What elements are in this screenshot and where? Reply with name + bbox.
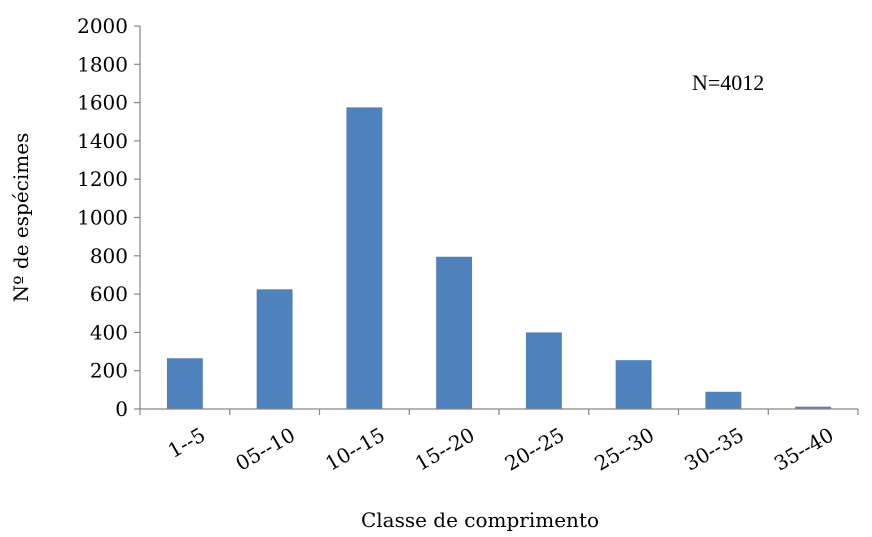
bar-35--40 bbox=[795, 406, 832, 409]
bars-group bbox=[166, 107, 832, 409]
y-tick-label: 800 bbox=[90, 244, 128, 268]
y-tick-label: 2000 bbox=[77, 14, 128, 38]
bar-15--20 bbox=[436, 256, 473, 409]
x-tick-label: 1--5 bbox=[164, 423, 210, 463]
y-tick-label: 400 bbox=[90, 320, 128, 344]
y-tick-label: 600 bbox=[90, 282, 128, 306]
y-tick-label: 0 bbox=[115, 397, 128, 421]
bar-30--35 bbox=[705, 391, 742, 409]
x-tick-label: 20--25 bbox=[501, 423, 569, 476]
x-tick-label: 15--20 bbox=[411, 423, 479, 476]
y-axis-title: Nº de espécimes bbox=[9, 133, 33, 303]
x-tick-label: 35--40 bbox=[770, 423, 838, 476]
sample-size-annotation: N=4012 bbox=[692, 70, 764, 95]
x-tick-label: 25--30 bbox=[590, 423, 658, 476]
x-ticks-group: 1--5 05--10 10--15 15--20 20--25 25--30 30--35… bbox=[139, 409, 859, 476]
y-tick-label: 200 bbox=[90, 359, 128, 383]
bar-05--10 bbox=[256, 289, 293, 409]
y-tick-label: 1400 bbox=[77, 129, 128, 153]
y-tick-label: 1200 bbox=[77, 167, 128, 191]
y-ticks-group: 0 200 400 600 800 1000 1200 1400 1600 1800 2000 bbox=[77, 14, 140, 421]
x-tick-label: 10--15 bbox=[321, 423, 389, 476]
y-tick-label: 1800 bbox=[77, 52, 128, 76]
bar-1--5 bbox=[166, 358, 203, 409]
x-tick-label: 05--10 bbox=[231, 423, 299, 476]
y-tick-label: 1600 bbox=[77, 91, 128, 115]
bar-20--25 bbox=[525, 332, 562, 409]
bar-25--30 bbox=[615, 360, 652, 409]
bar-10--15 bbox=[346, 107, 383, 409]
x-tick-label: 30--35 bbox=[680, 423, 748, 476]
x-axis-title: Classe de comprimento bbox=[361, 508, 599, 532]
y-tick-label: 1000 bbox=[77, 206, 128, 230]
